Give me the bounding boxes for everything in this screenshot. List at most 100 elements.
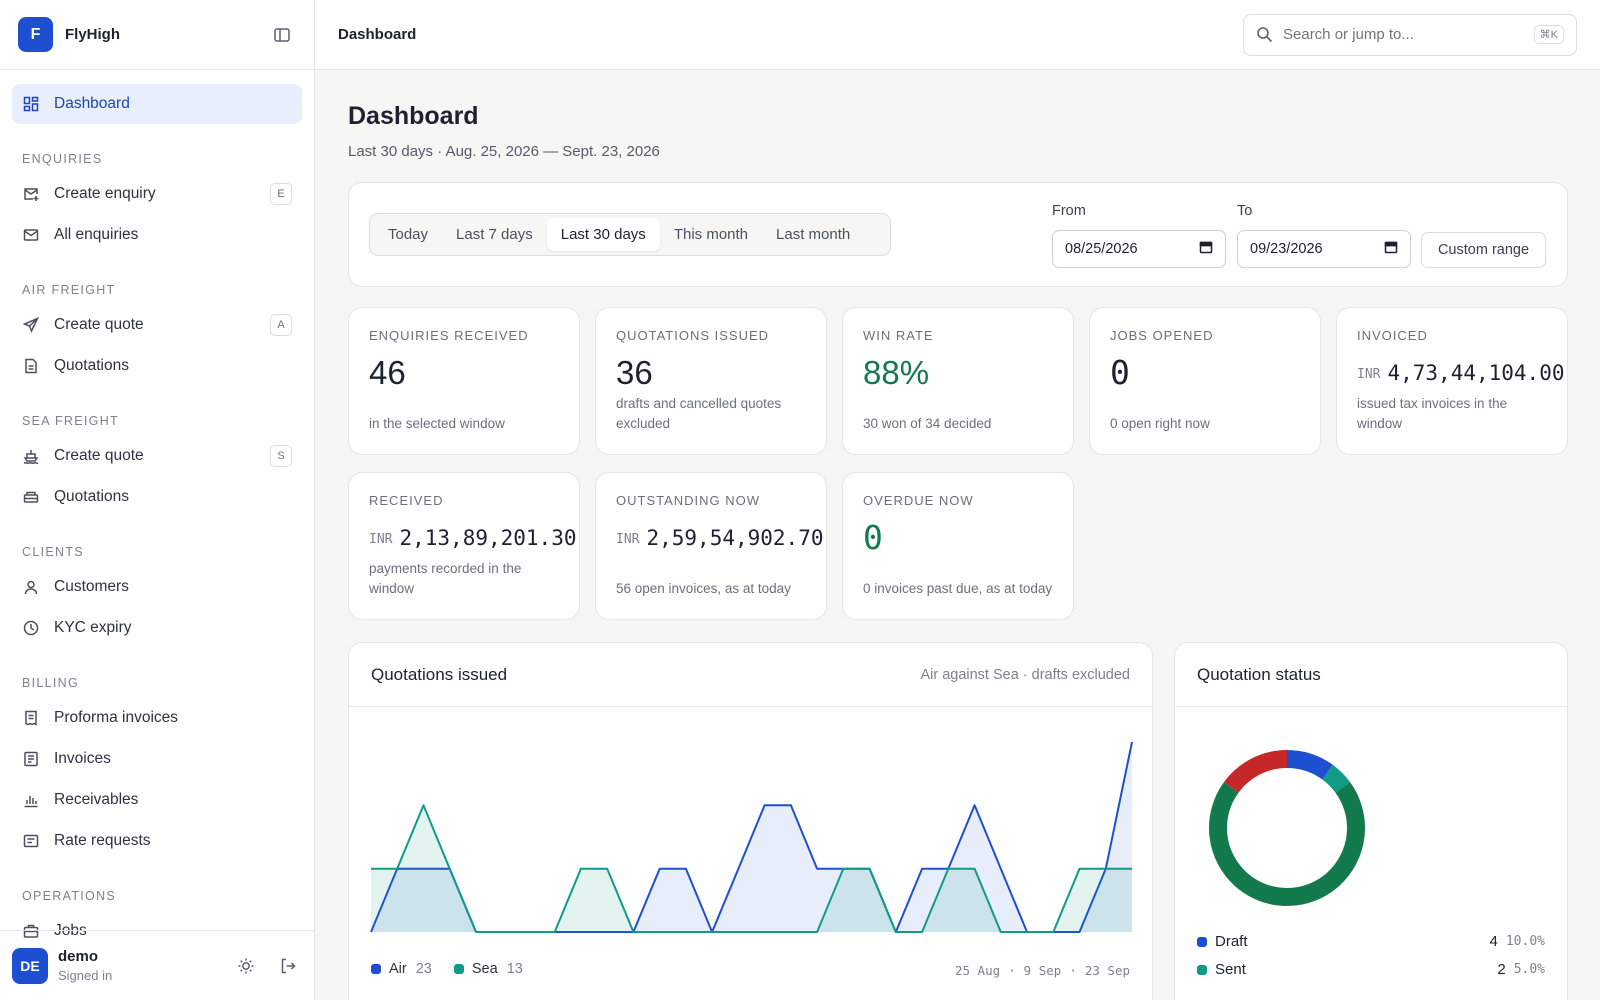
sidebar-item-receivables[interactable]: Receivables (12, 780, 302, 820)
chart-title: Quotations issued (371, 664, 508, 684)
mail-icon (22, 226, 40, 244)
sun-icon[interactable] (232, 952, 260, 980)
sidebar-item-label: Create quote (54, 316, 144, 333)
legend-swatch-sea (453, 964, 464, 974)
from-date-value: 08/25/2026 (1065, 241, 1138, 257)
sidebar-item-create-enquiry[interactable]: Create enquiry E (12, 174, 302, 214)
section-heading-clients: CLIENTS (22, 545, 84, 559)
calendar-icon[interactable] (1384, 240, 1398, 258)
from-label: From (1052, 203, 1086, 219)
status-percent: 5.0% (1513, 962, 1545, 977)
currency-code: INR (369, 532, 393, 547)
calendar-icon[interactable] (1199, 240, 1213, 258)
sidebar-item-label: KYC expiry (54, 619, 132, 636)
range-option-last-month[interactable]: Last month (776, 226, 851, 243)
sidebar-item-label: Proforma invoices (54, 709, 179, 726)
custom-range-button[interactable]: Custom range (1421, 232, 1546, 268)
sidebar-item-proforma-invoices[interactable]: Proforma invoices (12, 698, 302, 738)
kpi-title: ENQUIRIES RECEIVED (369, 328, 529, 343)
user-name: demo (58, 948, 99, 965)
sidebar-item-sea-create-quote[interactable]: Create quote S (12, 436, 302, 476)
data-point-sea (763, 930, 767, 934)
avatar[interactable]: DE (12, 947, 48, 984)
data-point-air (920, 867, 924, 871)
data-point-air (1130, 740, 1134, 744)
sidebar-item-label: Quotations (54, 357, 129, 374)
chart-title: Quotation status (1197, 664, 1321, 684)
data-point-air (736, 867, 740, 871)
sidebar-item-label: All enquiries (54, 226, 139, 243)
page-subtitle: Last 30 days · Aug. 25, 2026 — Sept. 23,… (348, 143, 660, 160)
search-box[interactable]: ⌘K (1243, 13, 1577, 56)
to-label: To (1237, 203, 1253, 219)
quotation-status-card: Quotation status Draft 4 10.0% Sent 2 5.… (1174, 642, 1568, 1000)
quotations-issued-chart-card: Quotations issued Air against Sea · draf… (348, 642, 1153, 1000)
kpi-value: 88% (863, 354, 930, 391)
sidebar-item-rate-requests[interactable]: Rate requests (12, 821, 302, 861)
kpi-value: INR 4,73,44,104.00 (1357, 356, 1565, 390)
user-status: Signed in (58, 968, 113, 983)
app-logo[interactable]: F (18, 17, 53, 52)
chart-header: Quotation status (1175, 643, 1567, 707)
kpi-description: 0 open right now (1110, 416, 1210, 431)
sidebar-item-air-quotations[interactable]: Quotations (12, 346, 302, 386)
chart-note: Air against Sea · drafts excluded (920, 666, 1130, 683)
sidebar-item-customers[interactable]: Customers (12, 567, 302, 607)
range-option-this-month[interactable]: This month (673, 226, 749, 243)
user-icon (22, 578, 40, 596)
shortcut-badge: S (270, 445, 292, 467)
kpi-description: drafts and cancelled quotes excluded (616, 396, 782, 431)
kpi-title: JOBS OPENED (1110, 328, 1214, 343)
range-option-today[interactable]: Today (388, 226, 429, 243)
legend-swatch-air (371, 964, 381, 974)
quotation-status-donut (1209, 750, 1365, 906)
x-tick-separator: · (1069, 963, 1077, 978)
status-percent: 10.0% (1505, 934, 1545, 949)
data-point-sea (395, 867, 399, 871)
data-point-air (973, 803, 977, 807)
sidebar-item-label: Create quote (54, 447, 144, 464)
to-date-input[interactable]: 09/23/2026 (1237, 230, 1411, 268)
x-tick-label: 9 Sep (1023, 963, 1062, 978)
kpi-description: payments recorded in the window (369, 561, 522, 596)
currency-code: INR (616, 532, 640, 547)
user-info: demo Signed in (58, 948, 232, 983)
logout-icon[interactable] (274, 952, 302, 980)
kpi-title: OUTSTANDING NOW (616, 493, 761, 508)
sidebar-item-all-enquiries[interactable]: All enquiries (12, 215, 302, 255)
legend-count-sea: 13 (506, 961, 523, 977)
data-point-sea (1104, 867, 1108, 871)
sidebar-toggle-icon[interactable] (268, 21, 296, 49)
ship-icon (22, 447, 40, 465)
sidebar-item-dashboard[interactable]: Dashboard (12, 84, 302, 124)
receipt-icon (22, 709, 40, 727)
kpi-jobs-opened: JOBS OPENED 0 0 open right now (1089, 307, 1321, 455)
chart-header: Quotations issued Air against Sea · draf… (349, 643, 1152, 707)
range-option-last-7-days[interactable]: Last 7 days (456, 226, 533, 243)
status-row-sent: Sent 2 5.0% (1197, 961, 1545, 978)
legend-label-sea: Sea (471, 961, 498, 977)
sidebar: F FlyHigh Dashboard ENQUIRIES Create enq… (0, 0, 315, 1000)
search-input[interactable] (1283, 26, 1534, 43)
kpi-title: QUOTATIONS ISSUED (616, 328, 770, 343)
date-filter-card: Today Last 7 days Last 30 days This month La… (348, 182, 1568, 287)
sidebar-item-air-create-quote[interactable]: Create quote A (12, 305, 302, 345)
x-axis-labels: 25 Aug · 9 Sep · 23 Sep (955, 963, 1130, 978)
container-icon (22, 488, 40, 506)
sidebar-item-kyc-expiry[interactable]: KYC expiry (12, 608, 302, 648)
kpi-title: WIN RATE (863, 328, 934, 343)
sidebar-item-label: Rate requests (54, 832, 151, 849)
sidebar-item-invoices[interactable]: Invoices (12, 739, 302, 779)
range-option-last-30-days[interactable]: Last 30 days (546, 218, 660, 251)
from-date-input[interactable]: 08/25/2026 (1052, 230, 1226, 268)
sidebar-item-sea-quotations[interactable]: Quotations (12, 477, 302, 517)
donut-slice-draft (1286, 750, 1333, 780)
data-point-air (815, 867, 819, 871)
kpi-enquiries-received: ENQUIRIES RECEIVED 46 in the selected wi… (348, 307, 580, 455)
kpi-description: issued tax invoices in the window (1357, 396, 1508, 431)
breadcrumb: Dashboard (338, 26, 417, 43)
kpi-description: in the selected window (369, 416, 505, 431)
data-point-sea (369, 867, 373, 871)
section-heading-billing: BILLING (22, 676, 80, 690)
chart-legend: Air 23 Sea 13 (371, 961, 545, 977)
